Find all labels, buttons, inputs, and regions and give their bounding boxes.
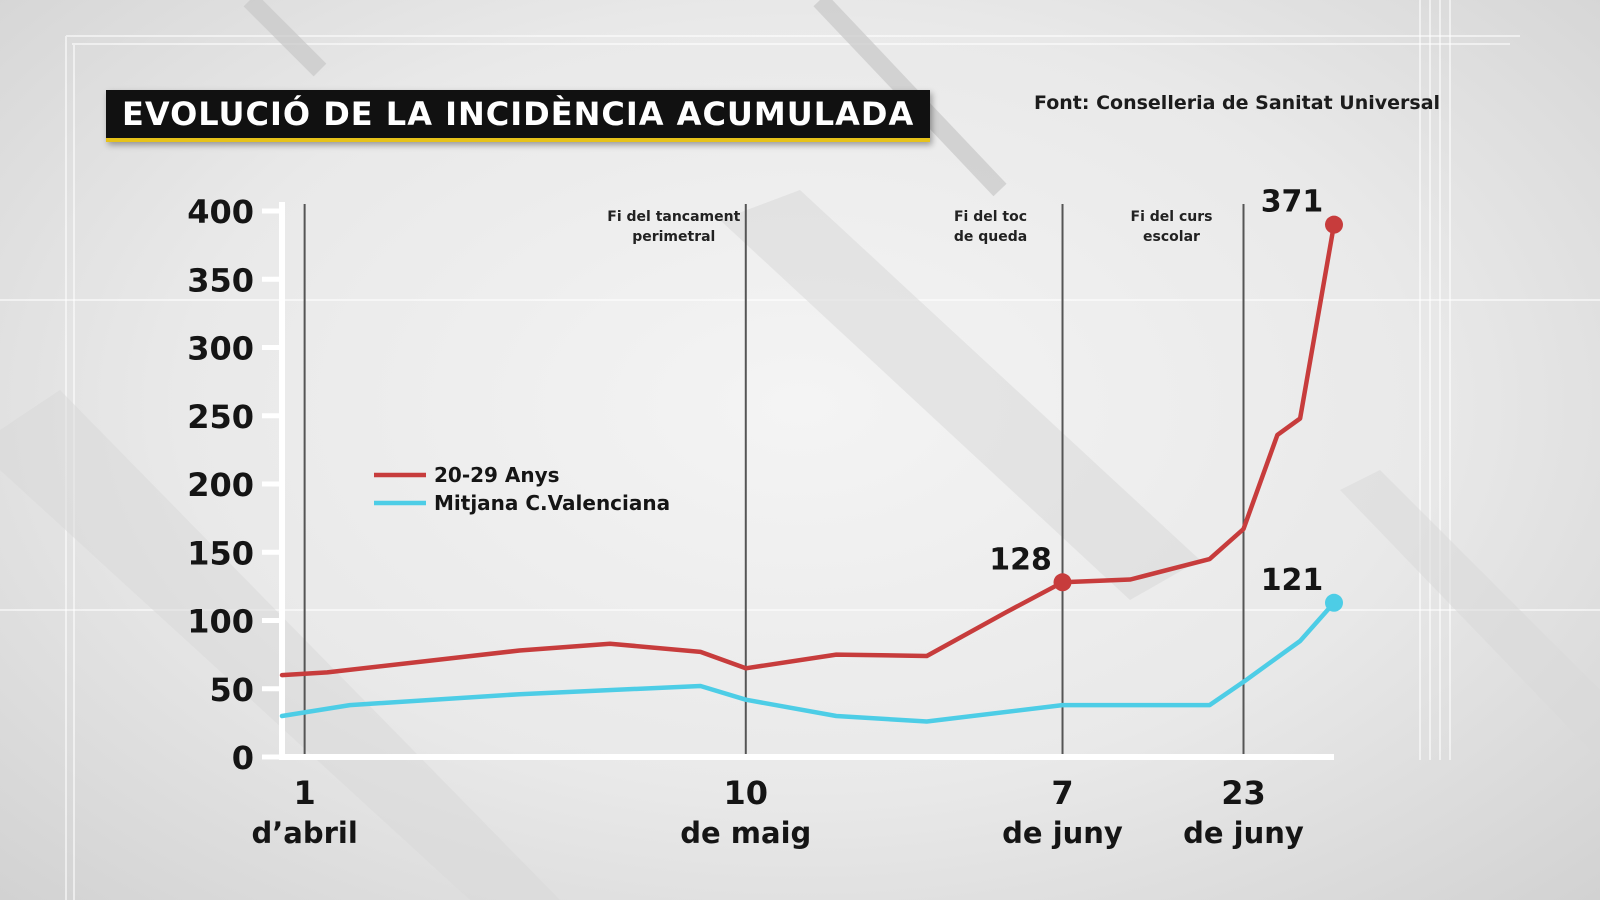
y-tick-label: 200 — [187, 466, 254, 504]
data-point — [1325, 593, 1343, 612]
x-tick-label: 7 — [1051, 774, 1073, 812]
data-point — [1053, 573, 1072, 592]
event-label: Fi del curs — [1131, 209, 1213, 225]
y-tick-label: 0 — [232, 739, 254, 777]
y-tick-label: 350 — [187, 261, 254, 299]
event-label: escolar — [1143, 229, 1200, 245]
series-line — [279, 600, 1337, 724]
source-label: Font: Conselleria de Sanitat Universal — [1034, 92, 1441, 114]
data-label: 121 — [1261, 563, 1324, 598]
x-tick-sublabel: d’abril — [251, 816, 357, 850]
x-tick-label: 23 — [1221, 774, 1266, 812]
y-tick-label: 400 — [187, 193, 254, 231]
chart-title: EVOLUCIÓ DE LA INCIDÈNCIA ACUMULADA — [122, 95, 915, 133]
x-tick-label: 1 — [293, 774, 315, 812]
y-tick-label: 300 — [187, 330, 254, 368]
data-point — [1325, 215, 1343, 234]
data-label: 371 — [1261, 185, 1324, 220]
event-label: Fi del toc — [954, 209, 1027, 225]
x-tick-sublabel: de maig — [680, 816, 811, 850]
legend-label: 20-29 Anys — [434, 463, 560, 487]
x-tick-sublabel: de juny — [1002, 816, 1123, 850]
x-tick-label: 10 — [724, 774, 769, 812]
series-line — [279, 222, 1337, 678]
event-label: Fi del tancament — [607, 209, 740, 225]
y-tick-label: 250 — [187, 398, 254, 436]
x-tick-sublabel: de juny — [1183, 816, 1304, 850]
event-label: de queda — [954, 229, 1027, 245]
data-label: 128 — [989, 542, 1052, 577]
y-tick-label: 100 — [187, 603, 254, 641]
title-box: EVOLUCIÓ DE LA INCIDÈNCIA ACUMULADA — [106, 90, 931, 142]
legend-label: Mitjana C.Valenciana — [434, 491, 670, 515]
y-tick-label: 50 — [209, 671, 254, 709]
event-label: perimetral — [632, 229, 715, 245]
y-tick-label: 150 — [187, 534, 254, 572]
